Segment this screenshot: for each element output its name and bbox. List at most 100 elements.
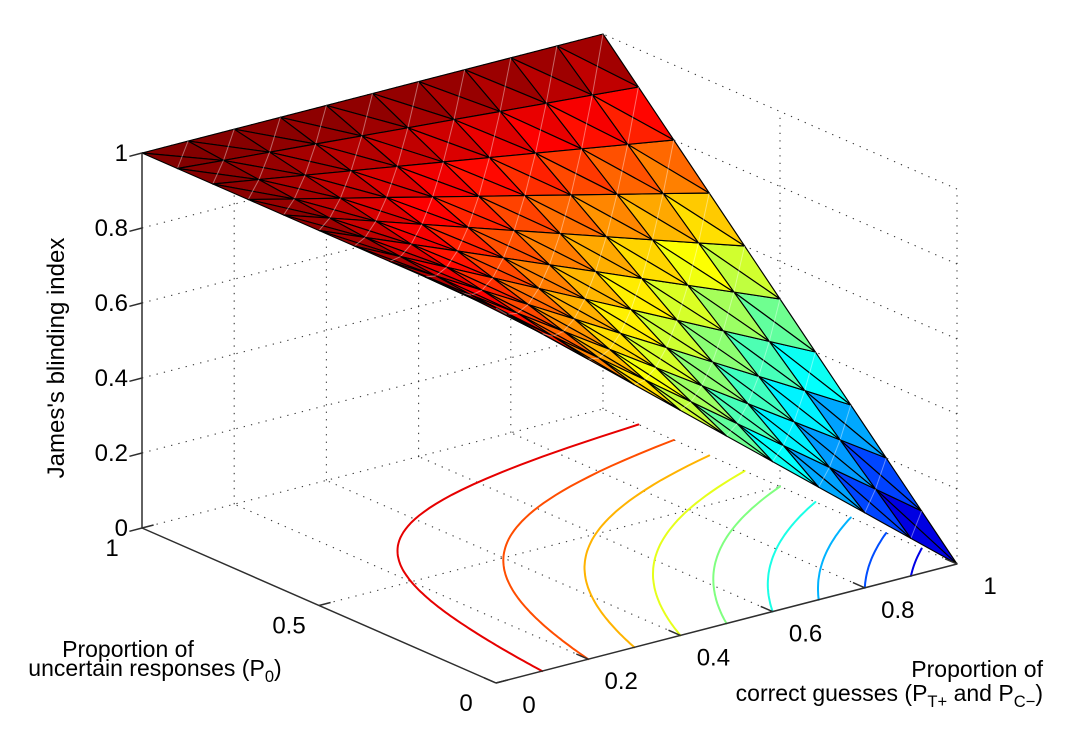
x-tick-label: 0.8 (881, 597, 914, 624)
x-tick-label: 0.4 (697, 644, 730, 671)
y-tick (141, 524, 154, 529)
contour-line-0.7 (583, 454, 711, 649)
surface-seam (644, 367, 657, 381)
z-tick-label: 0.2 (95, 440, 128, 467)
surface-seam (591, 33, 604, 96)
surface-seam (258, 152, 271, 180)
x-tick (575, 653, 589, 660)
surface-seam (354, 236, 366, 247)
z-tick-label: 0.6 (95, 290, 128, 317)
surface-seam (758, 341, 770, 377)
surface-seam (471, 289, 483, 296)
surface-seam (605, 194, 618, 237)
surface-seam (304, 143, 317, 176)
surface-seam (619, 309, 632, 334)
surface-face (460, 291, 543, 335)
surface-seam (467, 196, 480, 228)
surface-seam (864, 488, 876, 514)
surface-seam (747, 376, 760, 404)
surface-seam (212, 160, 224, 185)
y-tick-label: 0 (459, 690, 472, 717)
x-tick-label: 0.2 (605, 668, 638, 695)
surface-seam (410, 224, 423, 245)
grid-line (141, 333, 604, 454)
surface-seam (839, 404, 852, 441)
surface-seam (400, 243, 412, 257)
surface-seam (495, 307, 507, 315)
surface-seam (545, 45, 558, 104)
surface-seam (736, 403, 749, 424)
surface-seam (541, 333, 553, 337)
surface-seam (828, 439, 841, 468)
y-axis-title-line2: uncertain responses (P0) (28, 655, 281, 686)
z-tick-label: 0.4 (95, 365, 128, 392)
x-tick-label: 1 (983, 573, 996, 600)
axes (129, 152, 958, 684)
z-tick-label: 0 (115, 515, 128, 542)
surface-seam (478, 157, 490, 197)
floor-contours (396, 423, 923, 673)
surface-seam (176, 140, 189, 169)
surface-seam (584, 271, 597, 300)
subscript: C− (1014, 692, 1036, 711)
z-axis-title: James's blinding index (43, 238, 70, 479)
surface-seam (361, 93, 373, 137)
surface-seam (616, 144, 629, 195)
surface-seam (269, 117, 281, 153)
surface-seam (538, 264, 550, 289)
surface-seam (389, 256, 401, 262)
subscript: T+ (927, 692, 947, 711)
surface-seam (442, 119, 455, 163)
surface-seam (563, 318, 575, 332)
surface-seam (630, 278, 643, 310)
surface-seam (435, 266, 447, 277)
surface-seam (453, 69, 466, 120)
surface-seam (549, 233, 561, 265)
y-axis-title-line1: Proportion of (62, 636, 194, 662)
surface-seam (768, 298, 781, 342)
surface-seam (513, 195, 526, 231)
surface-seam (570, 148, 583, 196)
surface-seam (506, 312, 518, 315)
axis-text: 00.20.40.60.8100.5100.20.40.60.81Proport… (28, 140, 1043, 719)
surface-seam (524, 153, 536, 196)
contour-line-0.9 (396, 423, 640, 673)
y-tick (318, 601, 331, 607)
contour-line-0.3 (817, 516, 852, 601)
z-tick (129, 377, 143, 383)
surface-seam (782, 421, 795, 446)
surface-seam (386, 166, 398, 198)
surface-seam (499, 57, 512, 112)
surface-seam (364, 220, 377, 238)
y-tick (495, 679, 508, 684)
surface-seam (581, 95, 593, 149)
surface-seam (535, 103, 547, 154)
surface-seam (665, 320, 678, 348)
surface-seam (712, 330, 724, 363)
surface-seam (641, 239, 653, 279)
surface-seam (722, 292, 735, 331)
surface-seam (283, 198, 295, 216)
surface-seam (350, 135, 363, 171)
z-tick (129, 152, 143, 158)
surface-seam (687, 242, 699, 286)
surface-seam (527, 288, 540, 305)
grid-line (318, 485, 781, 607)
contour-line-0.4 (766, 501, 817, 613)
contour-line-0.6 (652, 470, 746, 637)
surface-seam (655, 347, 667, 368)
surface-seam (875, 457, 887, 490)
surface-seam (910, 510, 923, 539)
surface-seam (818, 467, 830, 488)
z-tick (129, 302, 143, 308)
x-tick (760, 605, 773, 613)
surface-seam (662, 139, 675, 194)
surface-seam (680, 401, 692, 411)
surface-seam (573, 298, 586, 320)
contour-line-0.2 (863, 532, 888, 589)
surface-seam (407, 81, 420, 128)
surface-seam (733, 245, 746, 293)
z-tick (129, 452, 143, 458)
subscript: 0 (265, 667, 274, 686)
